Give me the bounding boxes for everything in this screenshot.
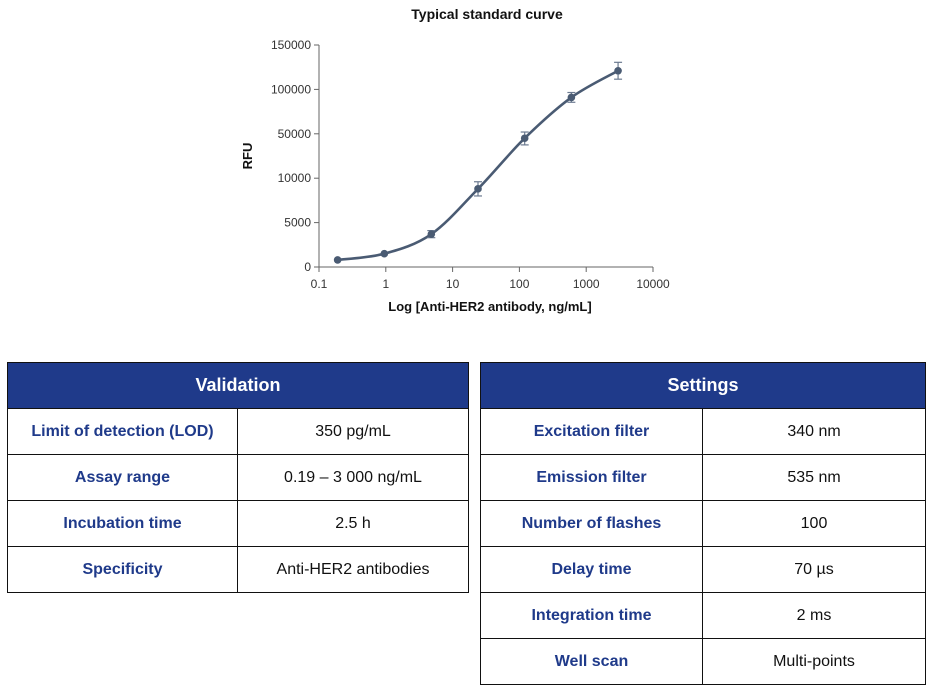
data-point — [380, 249, 389, 258]
x-tick-label: 1000 — [573, 277, 600, 291]
x-tick-label: 10000 — [636, 277, 670, 291]
settings-label: Emission filter — [480, 454, 703, 501]
data-point — [567, 93, 576, 102]
data-point — [474, 185, 482, 193]
data-point — [520, 134, 529, 143]
y-tick-label: 0 — [304, 260, 311, 274]
validation-label: Specificity — [7, 546, 238, 593]
y-axis-label: RFU — [240, 143, 255, 170]
validation-title: Validation — [7, 362, 469, 409]
settings-label: Number of flashes — [480, 500, 703, 547]
chart-axes: 0 5000 10000 50000 100000 150000 0.1 1 10 100 1000… — [271, 38, 670, 291]
x-tick-label: 10 — [446, 277, 460, 291]
y-tick-label: 50000 — [278, 127, 312, 141]
data-point — [333, 256, 342, 264]
validation-value: 0.19 – 3 000 ng/mL — [237, 454, 469, 501]
y-tick-label: 150000 — [271, 38, 311, 52]
x-tick-label: 100 — [509, 277, 529, 291]
chart-svg: Typical standard curve Log [Anti-HER2 an… — [240, 6, 670, 314]
settings-value: 2 ms — [701, 592, 927, 639]
settings-label: Well scan — [480, 638, 703, 685]
table-row: Excitation filter 340 nm — [480, 408, 927, 455]
settings-title: Settings — [479, 362, 927, 409]
data-point — [427, 230, 436, 238]
table-row: Specificity Anti-HER2 antibodies — [7, 546, 469, 593]
settings-label: Excitation filter — [480, 408, 703, 455]
table-row: Number of flashes 100 — [480, 500, 927, 547]
validation-value: Anti-HER2 antibodies — [237, 546, 469, 593]
table-row: Delay time 70 µs — [480, 546, 927, 593]
chart-marks — [333, 61, 623, 264]
data-point — [614, 66, 622, 75]
settings-value: 535 nm — [701, 454, 927, 501]
table-row: Limit of detection (LOD) 350 pg/mL — [7, 408, 469, 455]
validation-label: Limit of detection (LOD) — [7, 408, 238, 455]
settings-label: Integration time — [480, 592, 703, 639]
y-tick-label: 100000 — [271, 82, 311, 96]
table-row: Well scan Multi-points — [480, 638, 927, 685]
validation-label: Incubation time — [7, 500, 238, 547]
x-axis-label: Log [Anti-HER2 antibody, ng/mL] — [388, 299, 591, 314]
y-tick-label: 5000 — [284, 216, 311, 230]
chart-title: Typical standard curve — [411, 6, 563, 22]
validation-table: Validation Limit of detection (LOD) 350 … — [7, 362, 469, 593]
settings-value: 70 µs — [701, 546, 927, 593]
table-row: Emission filter 535 nm — [480, 454, 927, 501]
table-row: Assay range 0.19 – 3 000 ng/mL — [7, 454, 469, 501]
settings-label: Delay time — [480, 546, 703, 593]
table-row: Integration time 2 ms — [480, 592, 927, 639]
x-tick-label: 1 — [382, 277, 389, 291]
y-tick-label: 10000 — [278, 171, 312, 185]
x-tick-label: 0.1 — [311, 277, 328, 291]
settings-table: Settings Excitation filter 340 nm Emissi… — [479, 362, 927, 685]
validation-label: Assay range — [7, 454, 238, 501]
table-row: Incubation time 2.5 h — [7, 500, 469, 547]
series-line — [337, 69, 619, 262]
validation-value: 2.5 h — [237, 500, 469, 547]
validation-value: 350 pg/mL — [237, 408, 469, 455]
settings-value: Multi-points — [701, 638, 927, 685]
standard-curve-chart: Typical standard curve Log [Anti-HER2 an… — [0, 0, 932, 330]
settings-value: 340 nm — [701, 408, 927, 455]
settings-value: 100 — [701, 500, 927, 547]
